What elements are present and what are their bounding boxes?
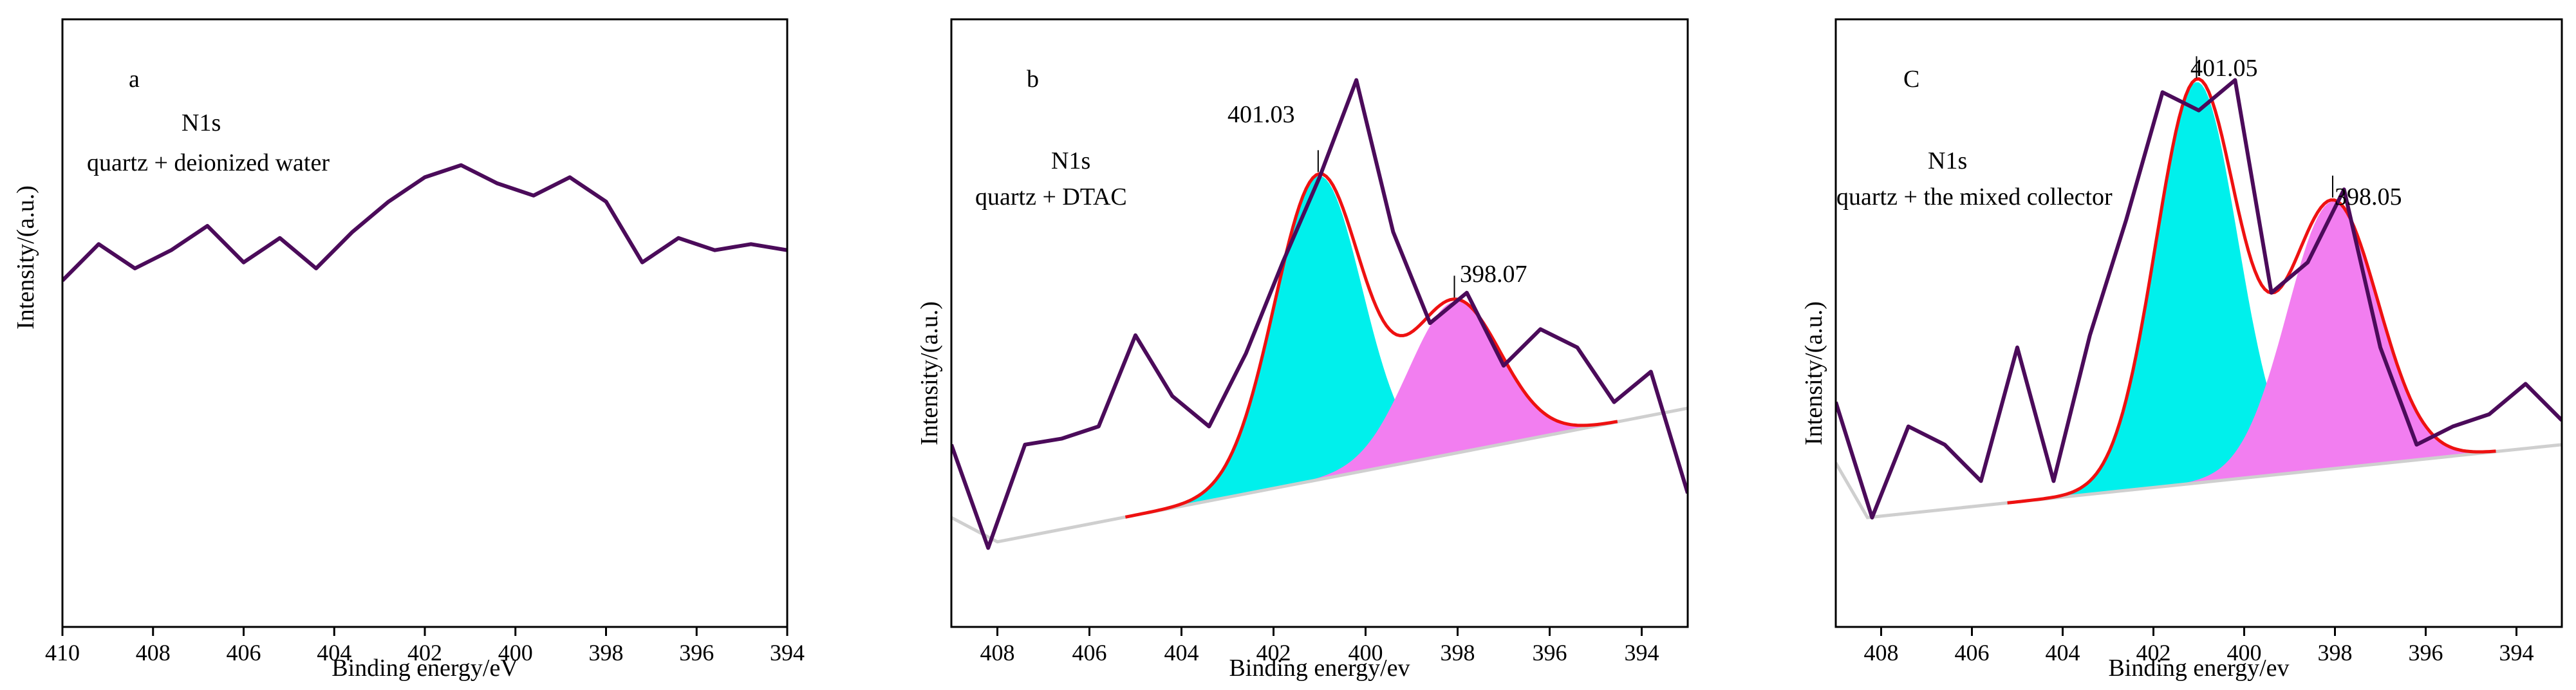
panel-b-baseline bbox=[951, 406, 1688, 544]
panel-b-peak-label-high: 401.03 bbox=[1227, 101, 1295, 128]
panel-b-x-tick-label: 404 bbox=[1164, 640, 1199, 666]
panel-b-plot-area bbox=[951, 78, 1688, 550]
panel-a-x-tick-label: 404 bbox=[317, 640, 351, 666]
panel-b-peak-label-low: 398.07 bbox=[1460, 261, 1527, 288]
panel-c-peak-label-high: 401.05 bbox=[2190, 55, 2258, 82]
panel-b-label: b bbox=[1027, 66, 1039, 93]
panel-b-x-tick-label: 398 bbox=[1441, 640, 1475, 666]
panel-b-x-tick-label: 406 bbox=[1072, 640, 1107, 666]
panel-a-x-tick-label: 398 bbox=[589, 640, 624, 666]
panel-a: 410 408 406 404 402 400 398 396 394 a N1s quartz… bbox=[12, 18, 805, 682]
panel-c-x-ticks: 408 406 404 402 400 398 396 394 bbox=[1864, 627, 2534, 666]
panel-c-x-tick-label: 402 bbox=[2136, 640, 2171, 666]
panel-a-x-tick-label: 396 bbox=[679, 640, 714, 666]
panel-b: 408 406 404 402 400 398 396 394 b N1s quartz + … bbox=[916, 18, 1689, 682]
panel-a-element-label: N1s bbox=[182, 109, 221, 136]
panel-b-x-tick-label: 394 bbox=[1625, 640, 1659, 666]
panel-b-x-tick-label: 396 bbox=[1533, 640, 1567, 666]
panel-c: 408 406 404 402 400 398 396 394 C N1s quartz + … bbox=[1800, 18, 2563, 682]
panel-b-x-tick-label: 408 bbox=[980, 640, 1015, 666]
panel-c-peak-label-low: 398.05 bbox=[2335, 183, 2402, 210]
panel-a-x-ticks: 410 408 406 404 402 400 398 396 394 bbox=[45, 627, 805, 666]
panel-a-y-axis-label: Intensity/(a.u.) bbox=[12, 185, 39, 330]
panel-c-fit-envelope bbox=[2007, 77, 2496, 505]
panel-b-element-label: N1s bbox=[1051, 147, 1090, 174]
panel-c-sample-label: quartz + the mixed collector bbox=[1836, 183, 2113, 210]
panel-b-peak-low-fill bbox=[1289, 301, 1618, 485]
panel-a-x-tick-label: 408 bbox=[136, 640, 171, 666]
panel-a-x-axis-label: Binding energy/eV bbox=[331, 655, 518, 682]
panel-a-x-tick-label: 402 bbox=[407, 640, 442, 666]
panel-c-baseline bbox=[1836, 443, 2562, 519]
panel-b-fit-envelope bbox=[1125, 172, 1618, 519]
panel-c-x-tick-label: 406 bbox=[1955, 640, 1990, 666]
panel-b-x-tick-label: 402 bbox=[1256, 640, 1291, 666]
panel-b-x-axis-label: Binding energy/ev bbox=[1229, 655, 1410, 682]
panel-c-peak-low-fill bbox=[2172, 201, 2496, 486]
panel-c-x-tick-label: 398 bbox=[2318, 640, 2353, 666]
panel-c-x-tick-label: 400 bbox=[2227, 640, 2262, 666]
panel-a-plot-area bbox=[62, 163, 787, 283]
panel-a-x-tick-label: 400 bbox=[498, 640, 533, 666]
panel-b-x-ticks: 408 406 404 402 400 398 396 394 bbox=[980, 627, 1659, 666]
panel-a-x-tick-label: 406 bbox=[227, 640, 261, 666]
panel-a-label: a bbox=[129, 66, 140, 93]
panel-a-sample-label: quartz + deionized water bbox=[87, 149, 330, 176]
panel-c-spectrum-line bbox=[1836, 78, 2562, 520]
panel-c-label: C bbox=[1903, 66, 1919, 93]
panel-b-frame bbox=[950, 18, 1689, 628]
panel-c-x-axis-label: Binding energy/ev bbox=[2108, 655, 2289, 682]
panel-c-y-axis-label: Intensity/(a.u.) bbox=[1800, 301, 1827, 445]
panel-b-x-tick-label: 400 bbox=[1349, 640, 1383, 666]
panel-c-frame bbox=[1834, 18, 2563, 628]
panel-b-spectrum-line bbox=[951, 78, 1688, 550]
panel-a-frame bbox=[61, 18, 789, 628]
panel-c-x-tick-label: 394 bbox=[2499, 640, 2534, 666]
panel-c-x-tick-label: 404 bbox=[2046, 640, 2080, 666]
panel-a-x-tick-label: 394 bbox=[770, 640, 805, 666]
panel-b-y-axis-label: Intensity/(a.u.) bbox=[916, 301, 943, 445]
panel-a-x-tick-label: 410 bbox=[45, 640, 80, 666]
panel-a-spectrum-line bbox=[62, 163, 787, 283]
panel-c-x-tick-label: 396 bbox=[2409, 640, 2443, 666]
panel-c-element-label: N1s bbox=[1928, 147, 1967, 174]
panel-c-x-tick-label: 408 bbox=[1864, 640, 1899, 666]
panel-c-plot-area bbox=[1836, 56, 2562, 520]
panel-b-sample-label: quartz + DTAC bbox=[975, 183, 1127, 210]
